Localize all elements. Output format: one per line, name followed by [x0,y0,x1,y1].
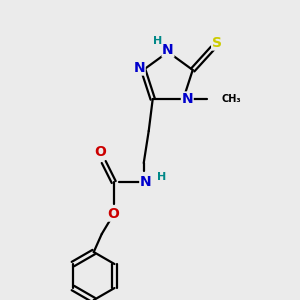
Text: N: N [182,92,193,106]
Text: O: O [94,145,106,159]
Text: N: N [162,43,174,57]
Text: S: S [212,36,222,50]
Text: H: H [157,172,166,182]
Text: N: N [140,175,152,189]
Text: O: O [107,207,119,221]
Text: H: H [153,36,163,46]
Text: CH₃: CH₃ [221,94,241,104]
Text: N: N [134,61,145,75]
